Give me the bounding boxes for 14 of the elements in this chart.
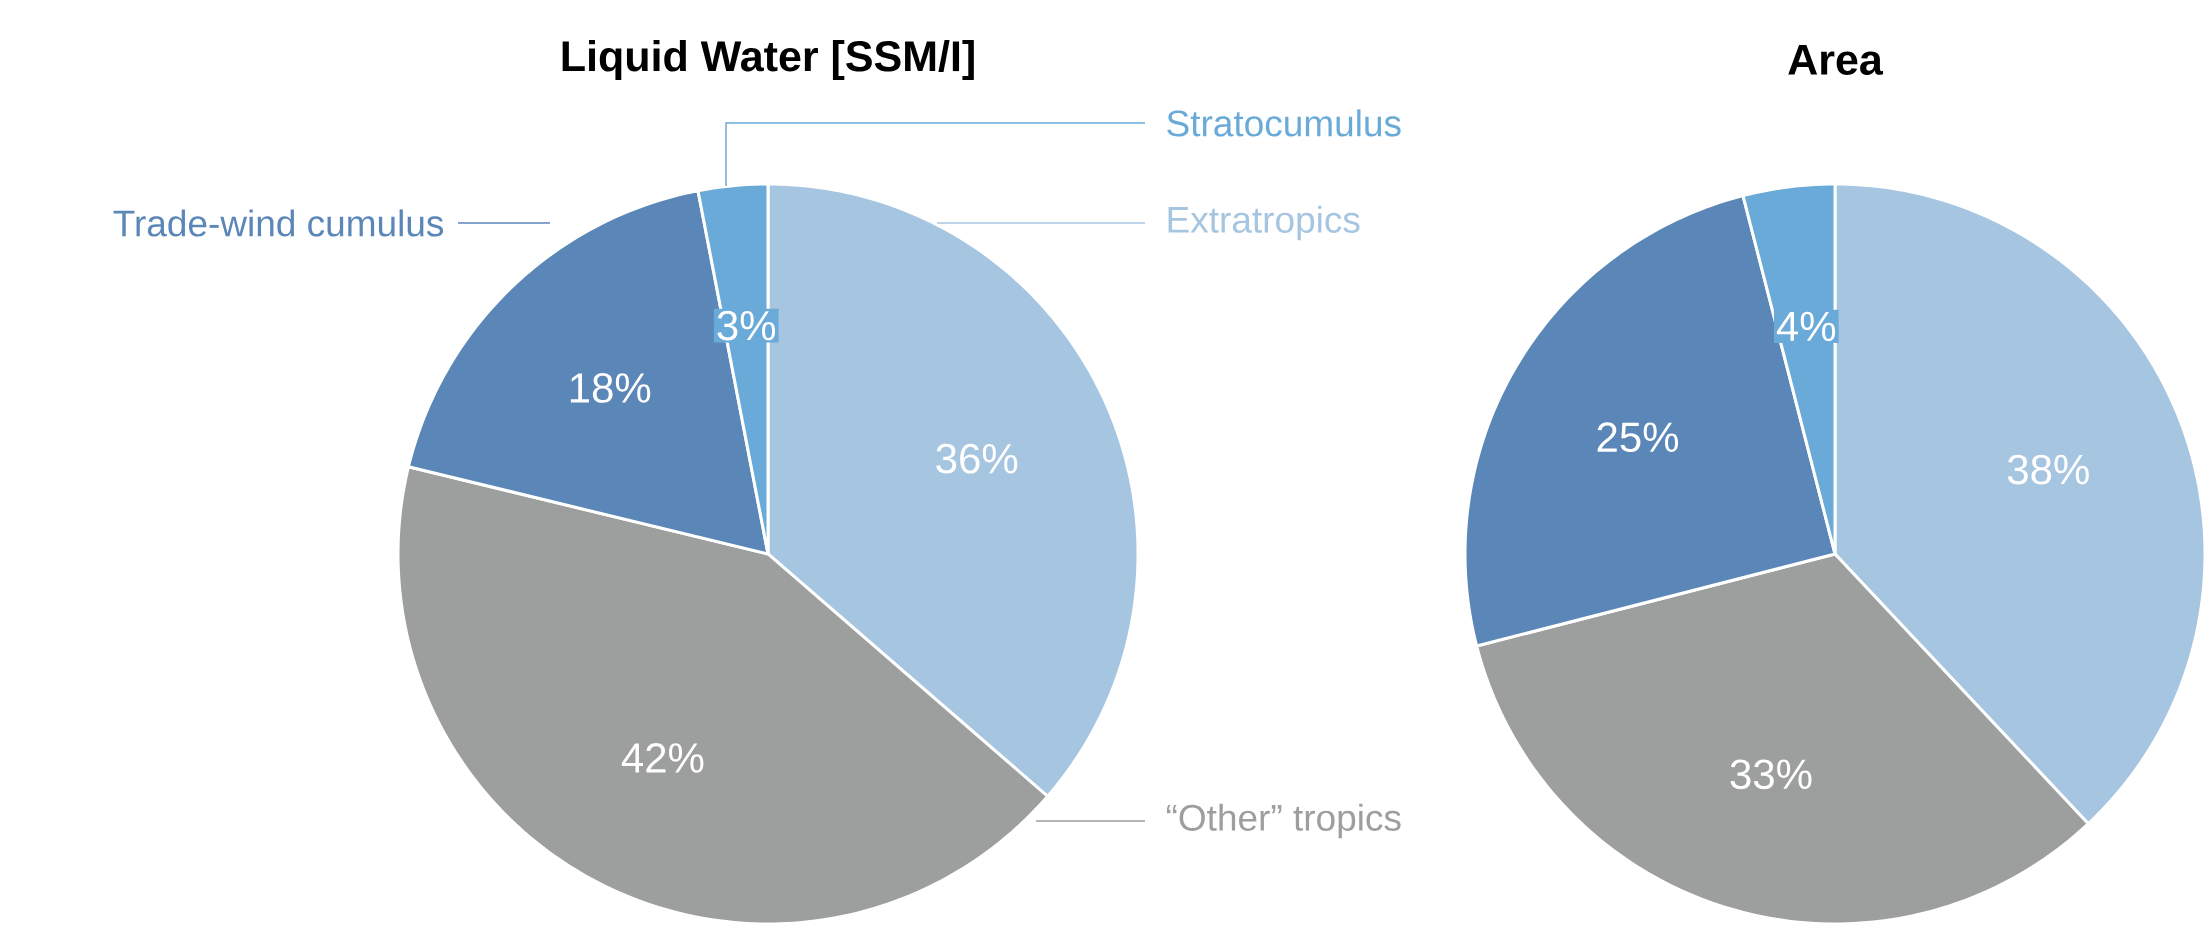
chart-title: Area (1788, 44, 1884, 75)
data-label: 38% (2007, 454, 2089, 485)
data-label: 42% (621, 743, 704, 773)
slice-label: Trade-wind cumulus (113, 209, 444, 237)
data-label: 33% (1730, 759, 1812, 790)
data-label: 4% (1776, 311, 1836, 342)
slice-label: Stratocumulus (1167, 109, 1401, 137)
chart-title: Liquid Water [SSM/I] (562, 39, 974, 81)
data-label: 36% (936, 443, 1018, 474)
slice-label: “Other” tropics (1166, 803, 1401, 839)
slice-label: Extratropics (1168, 205, 1360, 241)
data-label: 18% (570, 373, 651, 403)
data-label: 25% (1597, 422, 1679, 453)
data-label: 3% (717, 310, 776, 341)
